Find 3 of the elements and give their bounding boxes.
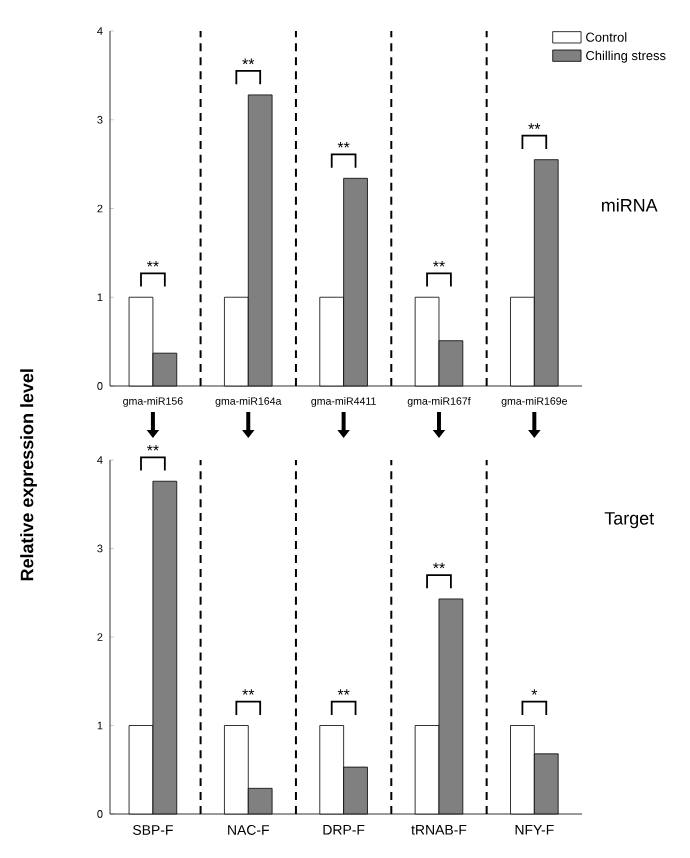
text: miRNA xyxy=(602,198,658,212)
text: Target xyxy=(604,512,655,529)
y-axis-title: Relative expression level xyxy=(20,369,37,581)
